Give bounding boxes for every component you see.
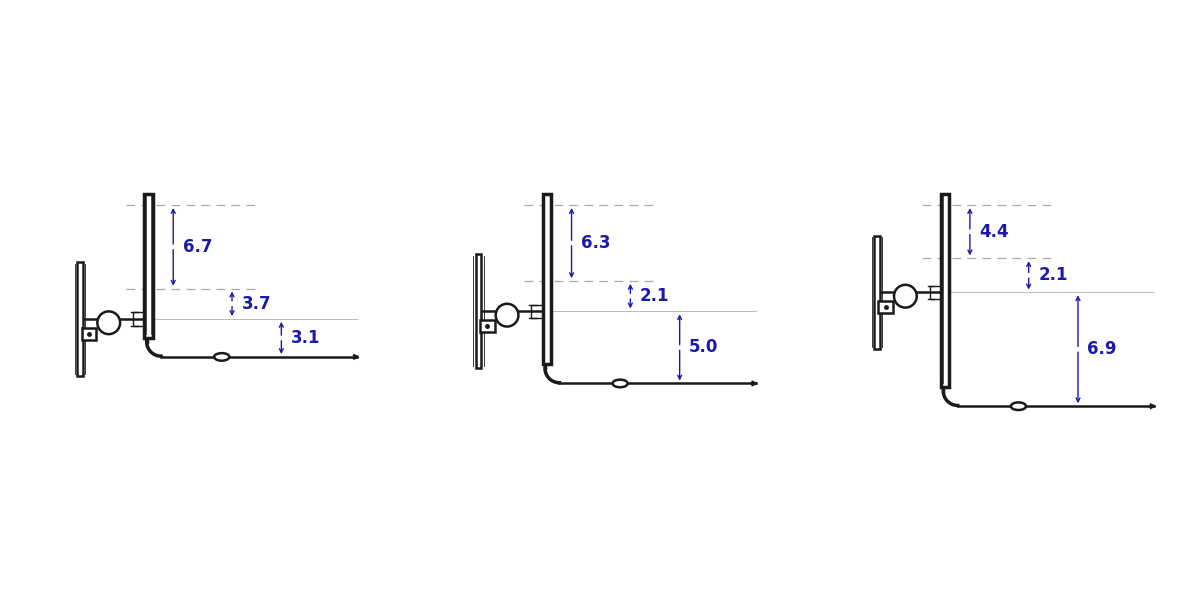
- FancyArrowPatch shape: [968, 209, 972, 229]
- FancyArrowPatch shape: [1027, 263, 1031, 272]
- Bar: [82, 328, 96, 340]
- Text: 2.1: 2.1: [640, 287, 670, 305]
- FancyArrowPatch shape: [629, 286, 632, 293]
- Text: 6.3: 6.3: [581, 234, 611, 252]
- Ellipse shape: [612, 380, 628, 387]
- FancyArrowPatch shape: [629, 299, 632, 307]
- Ellipse shape: [1010, 403, 1026, 410]
- FancyArrowPatch shape: [1076, 352, 1080, 402]
- Text: 3.1: 3.1: [290, 329, 320, 347]
- Circle shape: [894, 285, 917, 308]
- FancyArrowPatch shape: [280, 323, 283, 335]
- FancyArrowPatch shape: [968, 235, 972, 254]
- Bar: [475, 254, 481, 368]
- Text: 3.7: 3.7: [241, 295, 271, 313]
- FancyArrowPatch shape: [678, 350, 682, 379]
- FancyArrowPatch shape: [570, 209, 574, 241]
- FancyArrowPatch shape: [172, 250, 175, 284]
- Bar: [78, 262, 83, 376]
- Ellipse shape: [214, 353, 229, 361]
- FancyArrowPatch shape: [280, 341, 283, 353]
- FancyArrowPatch shape: [172, 209, 175, 244]
- Bar: [480, 320, 494, 332]
- Bar: [874, 236, 880, 349]
- FancyArrowPatch shape: [230, 293, 234, 301]
- Text: 5.0: 5.0: [689, 338, 719, 356]
- Bar: [878, 301, 893, 313]
- Circle shape: [97, 311, 120, 334]
- Text: 2.1: 2.1: [1038, 266, 1068, 284]
- FancyArrowPatch shape: [230, 307, 234, 314]
- Text: 4.4: 4.4: [979, 223, 1009, 241]
- FancyArrowPatch shape: [1027, 278, 1031, 288]
- Bar: [542, 194, 551, 364]
- FancyArrowPatch shape: [570, 246, 574, 277]
- FancyArrowPatch shape: [1076, 297, 1080, 347]
- Bar: [941, 194, 949, 387]
- Bar: [144, 194, 152, 338]
- Text: 6.9: 6.9: [1087, 340, 1117, 358]
- FancyArrowPatch shape: [678, 316, 682, 344]
- Text: 6.7: 6.7: [182, 238, 212, 256]
- Circle shape: [496, 304, 518, 326]
